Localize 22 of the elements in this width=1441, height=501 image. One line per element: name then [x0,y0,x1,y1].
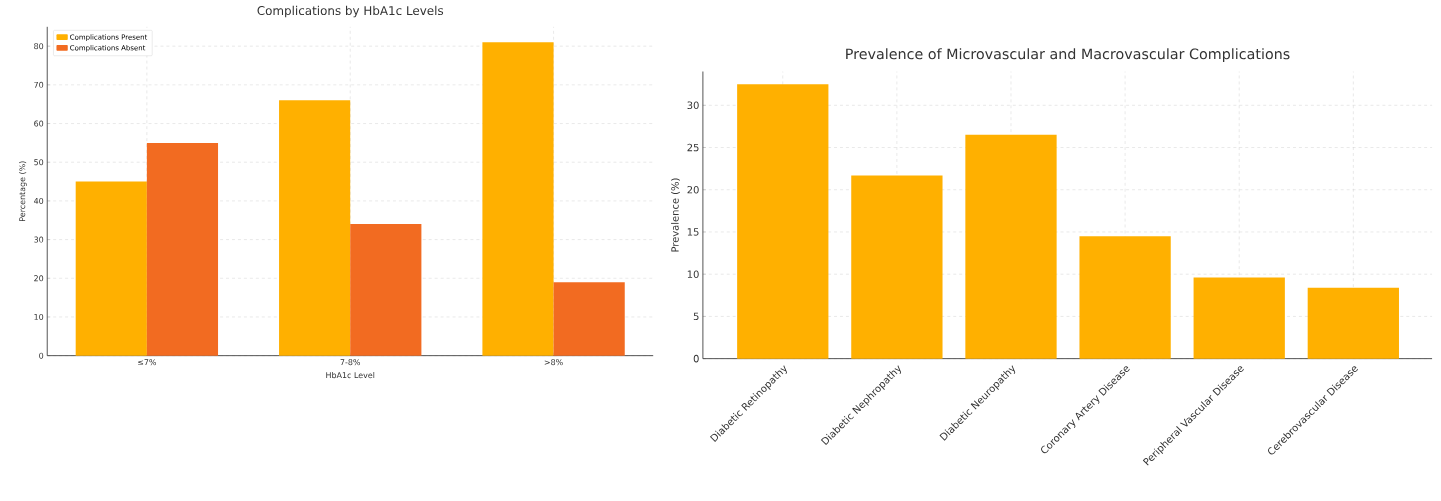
bar [146,143,219,356]
bar [965,135,1057,359]
chart-title: Complications by HbA1c Levels [257,5,444,18]
y-tick-label: 0 [693,355,699,363]
bar [553,282,625,356]
bar [482,42,554,356]
bar [1079,236,1171,359]
y-tick-label: 15 [687,228,699,236]
chart-title: Prevalence of Microvascular and Macrovascular Complications [846,48,1290,63]
y-tick-label: 30 [687,101,699,110]
y-tick-label: 10 [687,270,699,279]
bar [1307,287,1399,359]
y-tick-label: 25 [687,143,699,152]
bar [279,100,351,356]
bar [737,84,829,359]
y-tick-label: 20 [687,186,699,194]
bar [851,175,943,359]
y-axis-title: Prevalence (%) [671,178,680,252]
bar [75,181,147,356]
bar [350,224,422,356]
bar [1193,277,1285,359]
y-tick-label: 5 [693,312,699,321]
